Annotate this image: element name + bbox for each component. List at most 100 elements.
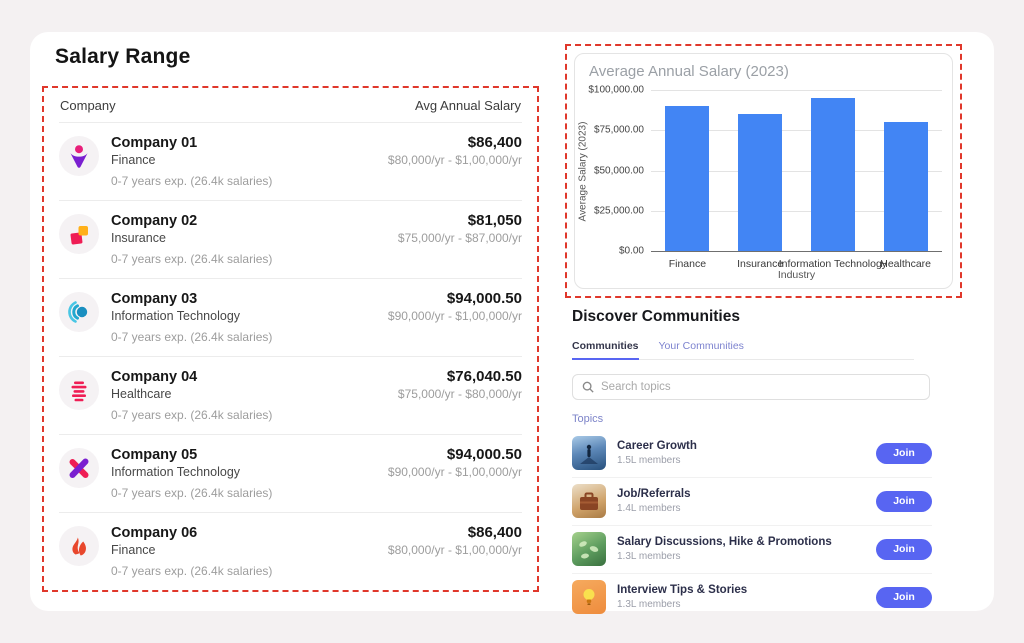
avg-salary-value: $86,400 [467,134,522,151]
main-card: Salary Range Company Avg Annual Salary C… [30,32,994,614]
experience-label: 0-7 years exp. (26.4k salaries) [111,252,273,266]
column-header-avg-salary: Avg Annual Salary [415,98,521,113]
list-item: Salary Discussions, Hike & Promotions 1.… [572,526,932,574]
salary-range-label: $75,000/yr - $87,000/yr [397,231,522,245]
briefcase-image [572,484,606,518]
join-button[interactable]: Join [876,490,932,512]
avg-salary-value: $86,400 [467,524,522,541]
x-axis-title: Industry [777,269,816,281]
x-tick-label: Information Technology [778,258,888,270]
salary-range-label: $90,000/yr - $1,00,000/yr [387,465,522,479]
company-name: Company 01 [111,135,198,151]
topic-list: Career Growth 1.5L members Join Job/Refe… [572,430,932,621]
gridline [651,210,942,212]
bar-slot [651,90,724,251]
company-01-person-logo-icon [59,136,99,176]
y-tick-label: $75,000.00 [593,124,644,136]
experience-label: 0-7 years exp. (26.4k salaries) [111,486,273,500]
company-05-cross-logo-icon [59,448,99,488]
topic-members: 1.4L members [617,503,681,514]
table-header: Company Avg Annual Salary [59,88,522,123]
search-input[interactable] [601,381,920,393]
x-tick-label: Healthcare [880,258,932,270]
chart-panel: Average Annual Salary (2023) Average Sal… [565,44,962,298]
list-item: Job/Referrals 1.4L members Join [572,478,932,526]
table-row[interactable]: Company 03 $94,000.50 Information Technol… [59,279,522,357]
experience-label: 0-7 years exp. (26.4k salaries) [111,174,273,188]
industry-label: Insurance [111,231,166,245]
gridline [651,170,942,172]
topic-members: 1.3L members [617,599,681,610]
bar [883,122,928,251]
company-name: Company 02 [111,213,198,229]
topic-title: Interview Tips & Stories [617,584,748,596]
tab-your-communities[interactable]: Your Communities [658,340,744,352]
bar [665,106,710,251]
gridline [651,251,942,252]
topic-title: Job/Referrals [617,488,691,500]
industry-label: Information Technology [111,465,241,479]
avg-salary-value: $76,040.50 [446,368,522,385]
join-button[interactable]: Join [876,442,932,464]
search-box[interactable] [572,374,930,400]
company-name: Company 04 [111,369,198,385]
gridline [651,90,942,91]
salary-range-label: $80,000/yr - $1,00,000/yr [387,153,522,167]
salary-range-label: $75,000/yr - $80,000/yr [397,387,522,401]
bar [810,98,855,251]
discover-communities-section: Discover Communities Communities Your Co… [572,308,932,621]
table-row[interactable]: Company 01 $86,400 Finance $80,000/yr - $1… [59,123,522,201]
topics-label: Topics [572,413,604,425]
salary-range-label: $80,000/yr - $1,00,000/yr [387,543,522,557]
topic-title: Salary Discussions, Hike & Promotions [617,536,832,548]
list-item: Career Growth 1.5L members Join [572,430,932,478]
topic-members: 1.3L members [617,551,681,562]
experience-label: 0-7 years exp. (26.4k salaries) [111,564,273,578]
y-tick-label: $0.00 [618,245,644,257]
industry-label: Finance [111,153,156,167]
career-growth-image [572,436,606,470]
chart-bars [651,90,942,251]
company-03-rings-logo-icon [59,292,99,332]
gridline [651,130,942,132]
table-row[interactable]: Company 05 $94,000.50 Information Technol… [59,435,522,513]
tab-communities[interactable]: Communities [572,340,639,360]
salary-range-label: $90,000/yr - $1,00,000/yr [387,309,522,323]
list-item: Interview Tips & Stories 1.3L members Jo… [572,574,932,621]
industry-label: Information Technology [111,309,241,323]
industry-label: Healthcare [111,387,172,401]
y-tick-label: $25,000.00 [593,205,644,217]
company-name: Company 06 [111,525,198,541]
avg-salary-value: $94,000.50 [446,290,522,307]
company-name: Company 03 [111,291,198,307]
lightbulb-image [572,580,606,614]
money-leaves-image [572,532,606,566]
company-06-flame-logo-icon [59,526,99,566]
company-name: Company 05 [111,447,198,463]
avg-salary-value: $81,050 [467,212,522,229]
y-tick-label: $50,000.00 [593,165,644,176]
join-button[interactable]: Join [876,586,932,608]
salary-chart-card: Average Annual Salary (2023) Average Sal… [574,53,953,289]
x-tick-label: Finance [668,258,707,270]
table-row[interactable]: Company 02 $81,050 Insurance $75,000/yr - … [59,201,522,279]
communities-title: Discover Communities [572,308,740,325]
page-title: Salary Range [55,45,191,68]
communities-tabs: Communities Your Communities [572,340,914,360]
company-04-bars-logo-icon [59,370,99,410]
industry-label: Finance [111,543,156,557]
join-button[interactable]: Join [876,538,932,560]
table-row[interactable]: Company 06 $86,400 Finance $80,000/yr - $1… [59,513,522,590]
experience-label: 0-7 years exp. (26.4k salaries) [111,330,273,344]
salary-table-panel: Company Avg Annual Salary Company 01 $86,… [42,86,539,592]
chart-title: Average Annual Salary (2023) [589,63,789,80]
chart-plot: $100,000.00 $75,000.00 $50,000.00 $25,000.0… [588,85,942,270]
search-icon [582,381,594,393]
y-axis-title: Average Salary (2023) [577,121,589,222]
table-row[interactable]: Company 04 $76,040.50 Healthcare $75,000/y… [59,357,522,435]
avg-salary-value: $94,000.50 [446,446,522,463]
column-header-company: Company [60,98,116,113]
bar-slot [869,90,942,251]
bar-slot [797,90,870,251]
y-tick-label: $100,000.00 [588,84,644,96]
